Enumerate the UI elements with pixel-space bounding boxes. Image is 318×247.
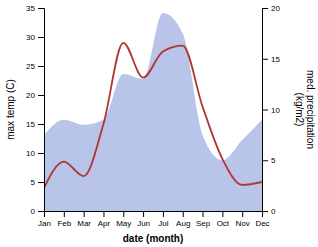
tick-label: Oct <box>217 219 230 228</box>
tick-mark <box>38 8 44 9</box>
tick-mark <box>38 95 44 96</box>
tick: Mar <box>77 211 91 228</box>
tick: 10 <box>26 149 44 158</box>
tick-mark <box>262 160 268 161</box>
tick-mark <box>222 211 223 217</box>
tick-label: 25 <box>26 62 35 71</box>
tick-mark <box>38 66 44 67</box>
tick-label: 0 <box>31 207 36 216</box>
tick-mark <box>203 211 204 217</box>
tick-mark <box>242 211 243 217</box>
tick-mark <box>262 8 268 9</box>
tick: Apr <box>98 211 111 228</box>
tick-mark <box>262 110 268 111</box>
tick-label: Feb <box>57 219 71 228</box>
x-axis: Jan Feb Mar Apr May Jun Jul Aug Sep Oct Nov Dec <box>38 211 270 228</box>
marks <box>44 13 262 211</box>
temperature-line <box>44 43 262 188</box>
tick-label: Jul <box>158 219 168 228</box>
tick: Oct <box>217 211 230 228</box>
tick: 10 <box>262 106 280 115</box>
x-axis-title: date (month) <box>123 233 184 244</box>
tick-label: Jan <box>38 219 51 228</box>
chart: JanFebMarAprMayJunJulAugSepOctNovDec0510… <box>0 0 318 247</box>
tick: Aug <box>176 211 190 228</box>
axis-line <box>38 9 45 212</box>
tick-mark <box>143 211 144 217</box>
tick: Jul <box>158 211 168 228</box>
tick: 0 <box>31 207 44 216</box>
tick-label: 15 <box>26 120 35 129</box>
tick-mark <box>38 153 44 154</box>
tick: 5 <box>31 178 44 187</box>
tick: 35 <box>26 4 44 13</box>
tick-mark <box>262 59 268 60</box>
tick: 15 <box>262 55 280 64</box>
tick-mark <box>84 211 85 217</box>
tick-label: Jun <box>137 219 150 228</box>
tick-label: 10 <box>271 106 280 115</box>
tick-label: 30 <box>26 33 35 42</box>
tick-label: Nov <box>236 219 250 228</box>
y-axis: 0 5 10 15 20 25 30 35 <box>26 4 44 216</box>
tick: 25 <box>26 62 44 71</box>
precipitation-area <box>44 13 262 211</box>
tick-label: 5 <box>271 156 276 165</box>
tick-label: Aug <box>176 219 190 228</box>
tick-mark <box>163 211 164 217</box>
axis-line <box>45 212 263 218</box>
tick: Feb <box>57 211 71 228</box>
tick-label: Mar <box>77 219 91 228</box>
tick-mark <box>64 211 65 217</box>
tick: Nov <box>236 211 250 228</box>
tick: 0 <box>262 207 276 216</box>
tick: 30 <box>26 33 44 42</box>
tick-label: 5 <box>31 178 36 187</box>
tick-mark <box>38 182 44 183</box>
tick-label: 20 <box>271 4 280 13</box>
tick-label: 15 <box>271 55 280 64</box>
axis-line <box>263 9 269 212</box>
tick-mark <box>183 211 184 217</box>
y-axis-title: max temp (C) <box>5 79 16 140</box>
tick-label: May <box>116 219 131 228</box>
y2-axis: 0 5 10 15 20 <box>262 4 280 216</box>
tick-mark <box>123 211 124 217</box>
plot: JanFebMarAprMayJunJulAugSepOctNovDec0510… <box>5 4 316 244</box>
tick: Jun <box>137 211 150 228</box>
tick-label: 0 <box>271 207 276 216</box>
tick: 20 <box>26 91 44 100</box>
tick-label: Sep <box>196 219 211 228</box>
tick-mark <box>38 211 44 212</box>
tick: May <box>116 211 131 228</box>
tick: 15 <box>26 120 44 129</box>
tick-mark <box>38 37 44 38</box>
tick-mark <box>262 211 268 212</box>
tick-label: Dec <box>255 219 269 228</box>
tick: 20 <box>262 4 280 13</box>
tick-mark <box>38 124 44 125</box>
tick-label: 35 <box>26 4 35 13</box>
tick: Dec <box>255 211 269 228</box>
tick-label: 10 <box>26 149 35 158</box>
tick: Jan <box>38 211 51 228</box>
tick-mark <box>103 211 104 217</box>
tick: 5 <box>262 156 276 165</box>
tick-label: 20 <box>26 91 35 100</box>
tick-label: Apr <box>98 219 111 228</box>
tick: Sep <box>196 211 211 228</box>
y2-axis-title: med. precipitation(kg/m2) <box>294 70 316 149</box>
